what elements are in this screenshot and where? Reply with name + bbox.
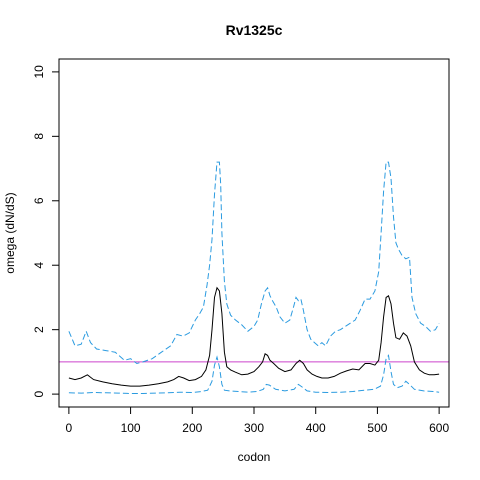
x-tick-label: 400 [306, 421, 326, 435]
y-tick-label: 4 [32, 262, 46, 269]
plot-frame [58, 58, 450, 408]
y-tick-label: 2 [32, 326, 46, 333]
y-axis: 0 2 4 6 8 10 [32, 65, 60, 397]
x-tick-label: 500 [367, 421, 387, 435]
x-axis-label: codon [238, 450, 271, 464]
x-tick-label: 200 [182, 421, 202, 435]
chart-title: Rv1325c [226, 22, 283, 38]
x-tick-label: 300 [244, 421, 264, 435]
series-line-median [68, 286, 440, 387]
y-tick-label: 8 [32, 133, 46, 140]
y-tick-label: 0 [32, 390, 46, 397]
x-tick-label: 0 [66, 421, 73, 435]
x-axis: 0 100 200 300 400 500 600 [66, 406, 449, 435]
plot-area [59, 161, 449, 394]
x-tick-label: 600 [429, 421, 449, 435]
series-line-lower [68, 354, 440, 394]
y-tick-label: 10 [32, 65, 46, 79]
y-tick-label: 6 [32, 197, 46, 204]
y-axis-label: omega (dN/dS) [3, 192, 17, 273]
x-tick-label: 100 [121, 421, 141, 435]
series-line-upper [68, 161, 440, 365]
